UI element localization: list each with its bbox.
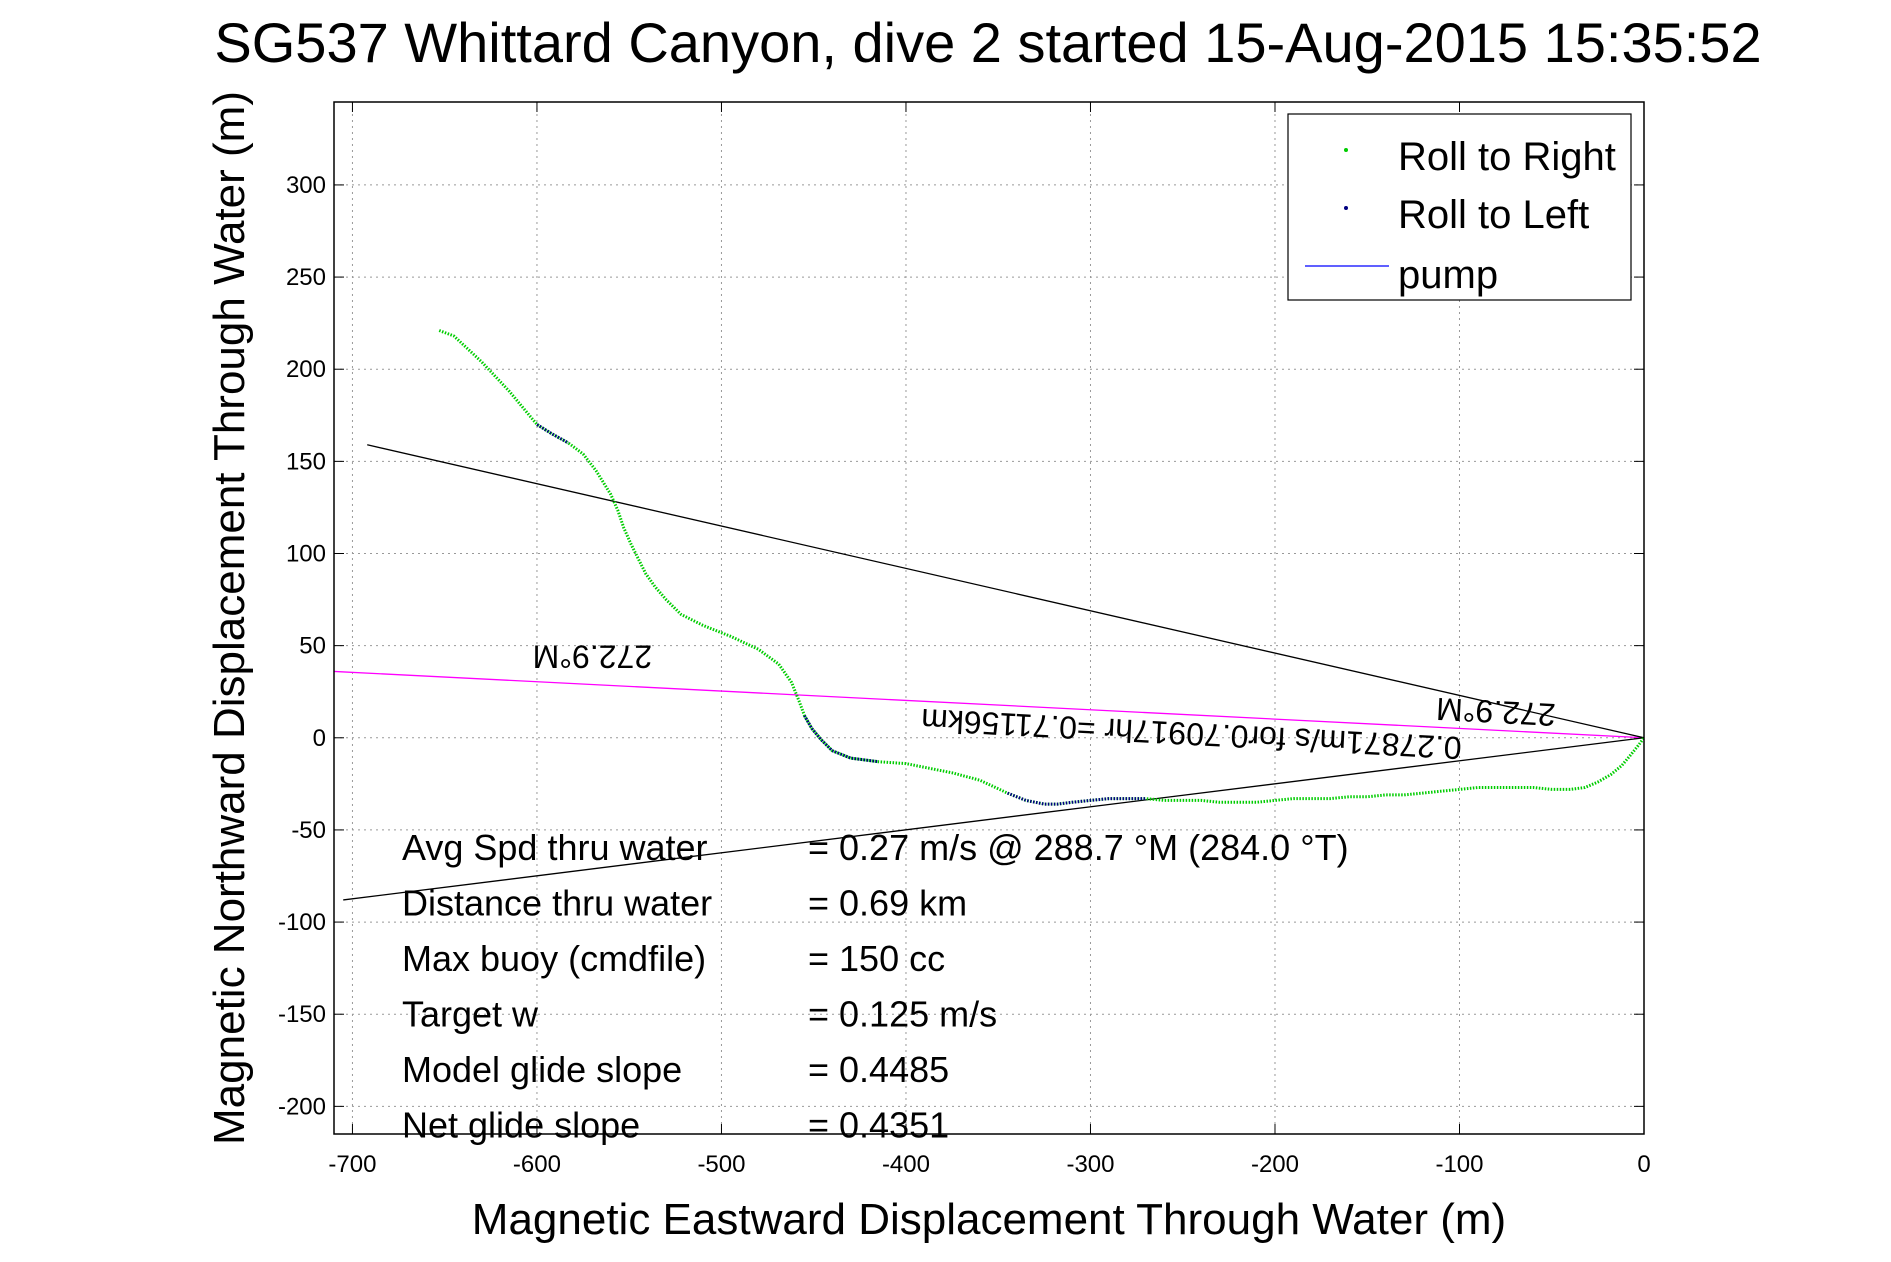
stat-label: Max buoy (cmdfile)	[402, 938, 706, 979]
stat-label: Target w	[402, 994, 539, 1035]
y-tick-label: 0	[313, 725, 326, 752]
legend-label-roll-right: Roll to Right	[1398, 135, 1616, 179]
legend-marker-roll-right	[1344, 148, 1348, 152]
y-tick-label: 200	[286, 356, 326, 383]
annotation-2: 272.9°M	[1435, 691, 1556, 733]
reference-line-2	[343, 737, 1645, 901]
x-tick-label: -200	[1251, 1151, 1299, 1178]
stat-label: Distance thru water	[402, 883, 712, 924]
y-tick-label: -200	[278, 1093, 326, 1120]
x-tick-label: -400	[882, 1151, 930, 1178]
stat-value: = 0.4485	[808, 1049, 949, 1090]
stat-label: Model glide slope	[402, 1049, 682, 1090]
y-tick-label: 300	[286, 172, 326, 199]
annotation-0: 272.9°M	[533, 639, 653, 675]
x-tick-label: 0	[1637, 1151, 1650, 1178]
stat-label: Avg Spd thru water	[402, 827, 708, 868]
stats-block: Avg Spd thru water = 0.27 m/s @ 288.7 °M …	[402, 827, 1349, 1146]
series-roll-to-right	[438, 329, 1646, 806]
chart-title: SG537 Whittard Canyon, dive 2 started 15…	[214, 11, 1761, 74]
x-tick-label: -500	[697, 1151, 745, 1178]
grid-lines	[334, 102, 1645, 1134]
series-group	[438, 329, 1646, 806]
plot-frame	[333, 101, 1645, 1135]
legend: Roll to Right Roll to Left pump	[1287, 113, 1632, 301]
y-tick-label: 50	[299, 633, 326, 660]
legend-label-pump: pump	[1398, 253, 1498, 297]
y-tick-label: 100	[286, 541, 326, 568]
reference-line-0	[333, 670, 1645, 739]
y-tick-label: 250	[286, 264, 326, 291]
x-tick-label: -700	[328, 1151, 376, 1178]
y-axis-label: Magnetic Northward Displacement Through …	[205, 91, 254, 1145]
stat-value: = 0.4351	[808, 1105, 949, 1146]
series-roll-to-left-segment-2	[1006, 791, 1146, 806]
stat-value: = 150 cc	[808, 938, 945, 979]
series-roll-to-left-segment-1	[803, 714, 879, 764]
tick-labels: -700 -600 -500 -400 -300 -200 -100 030025020015…	[278, 172, 1651, 1178]
axis-ticks	[334, 102, 1645, 1134]
x-tick-label: -100	[1435, 1151, 1483, 1178]
legend-label-roll-left: Roll to Left	[1398, 193, 1589, 237]
legend-marker-roll-left	[1344, 206, 1348, 210]
stat-value: = 0.69 km	[808, 883, 967, 924]
x-axis-label: Magnetic Eastward Displacement Through W…	[472, 1195, 1506, 1244]
y-tick-label: -100	[278, 909, 326, 936]
x-tick-label: -600	[513, 1151, 561, 1178]
y-tick-label: -50	[291, 817, 326, 844]
reference-line-1	[367, 444, 1645, 739]
x-tick-label: -300	[1066, 1151, 1114, 1178]
stat-value: = 0.27 m/s @ 288.7 °M (284.0 °T)	[808, 827, 1349, 868]
reference-lines	[333, 444, 1645, 901]
stat-value: = 0.125 m/s	[808, 994, 997, 1035]
y-tick-label: -150	[278, 1001, 326, 1028]
stat-label: Net glide slope	[402, 1105, 640, 1146]
y-tick-label: 150	[286, 448, 326, 475]
